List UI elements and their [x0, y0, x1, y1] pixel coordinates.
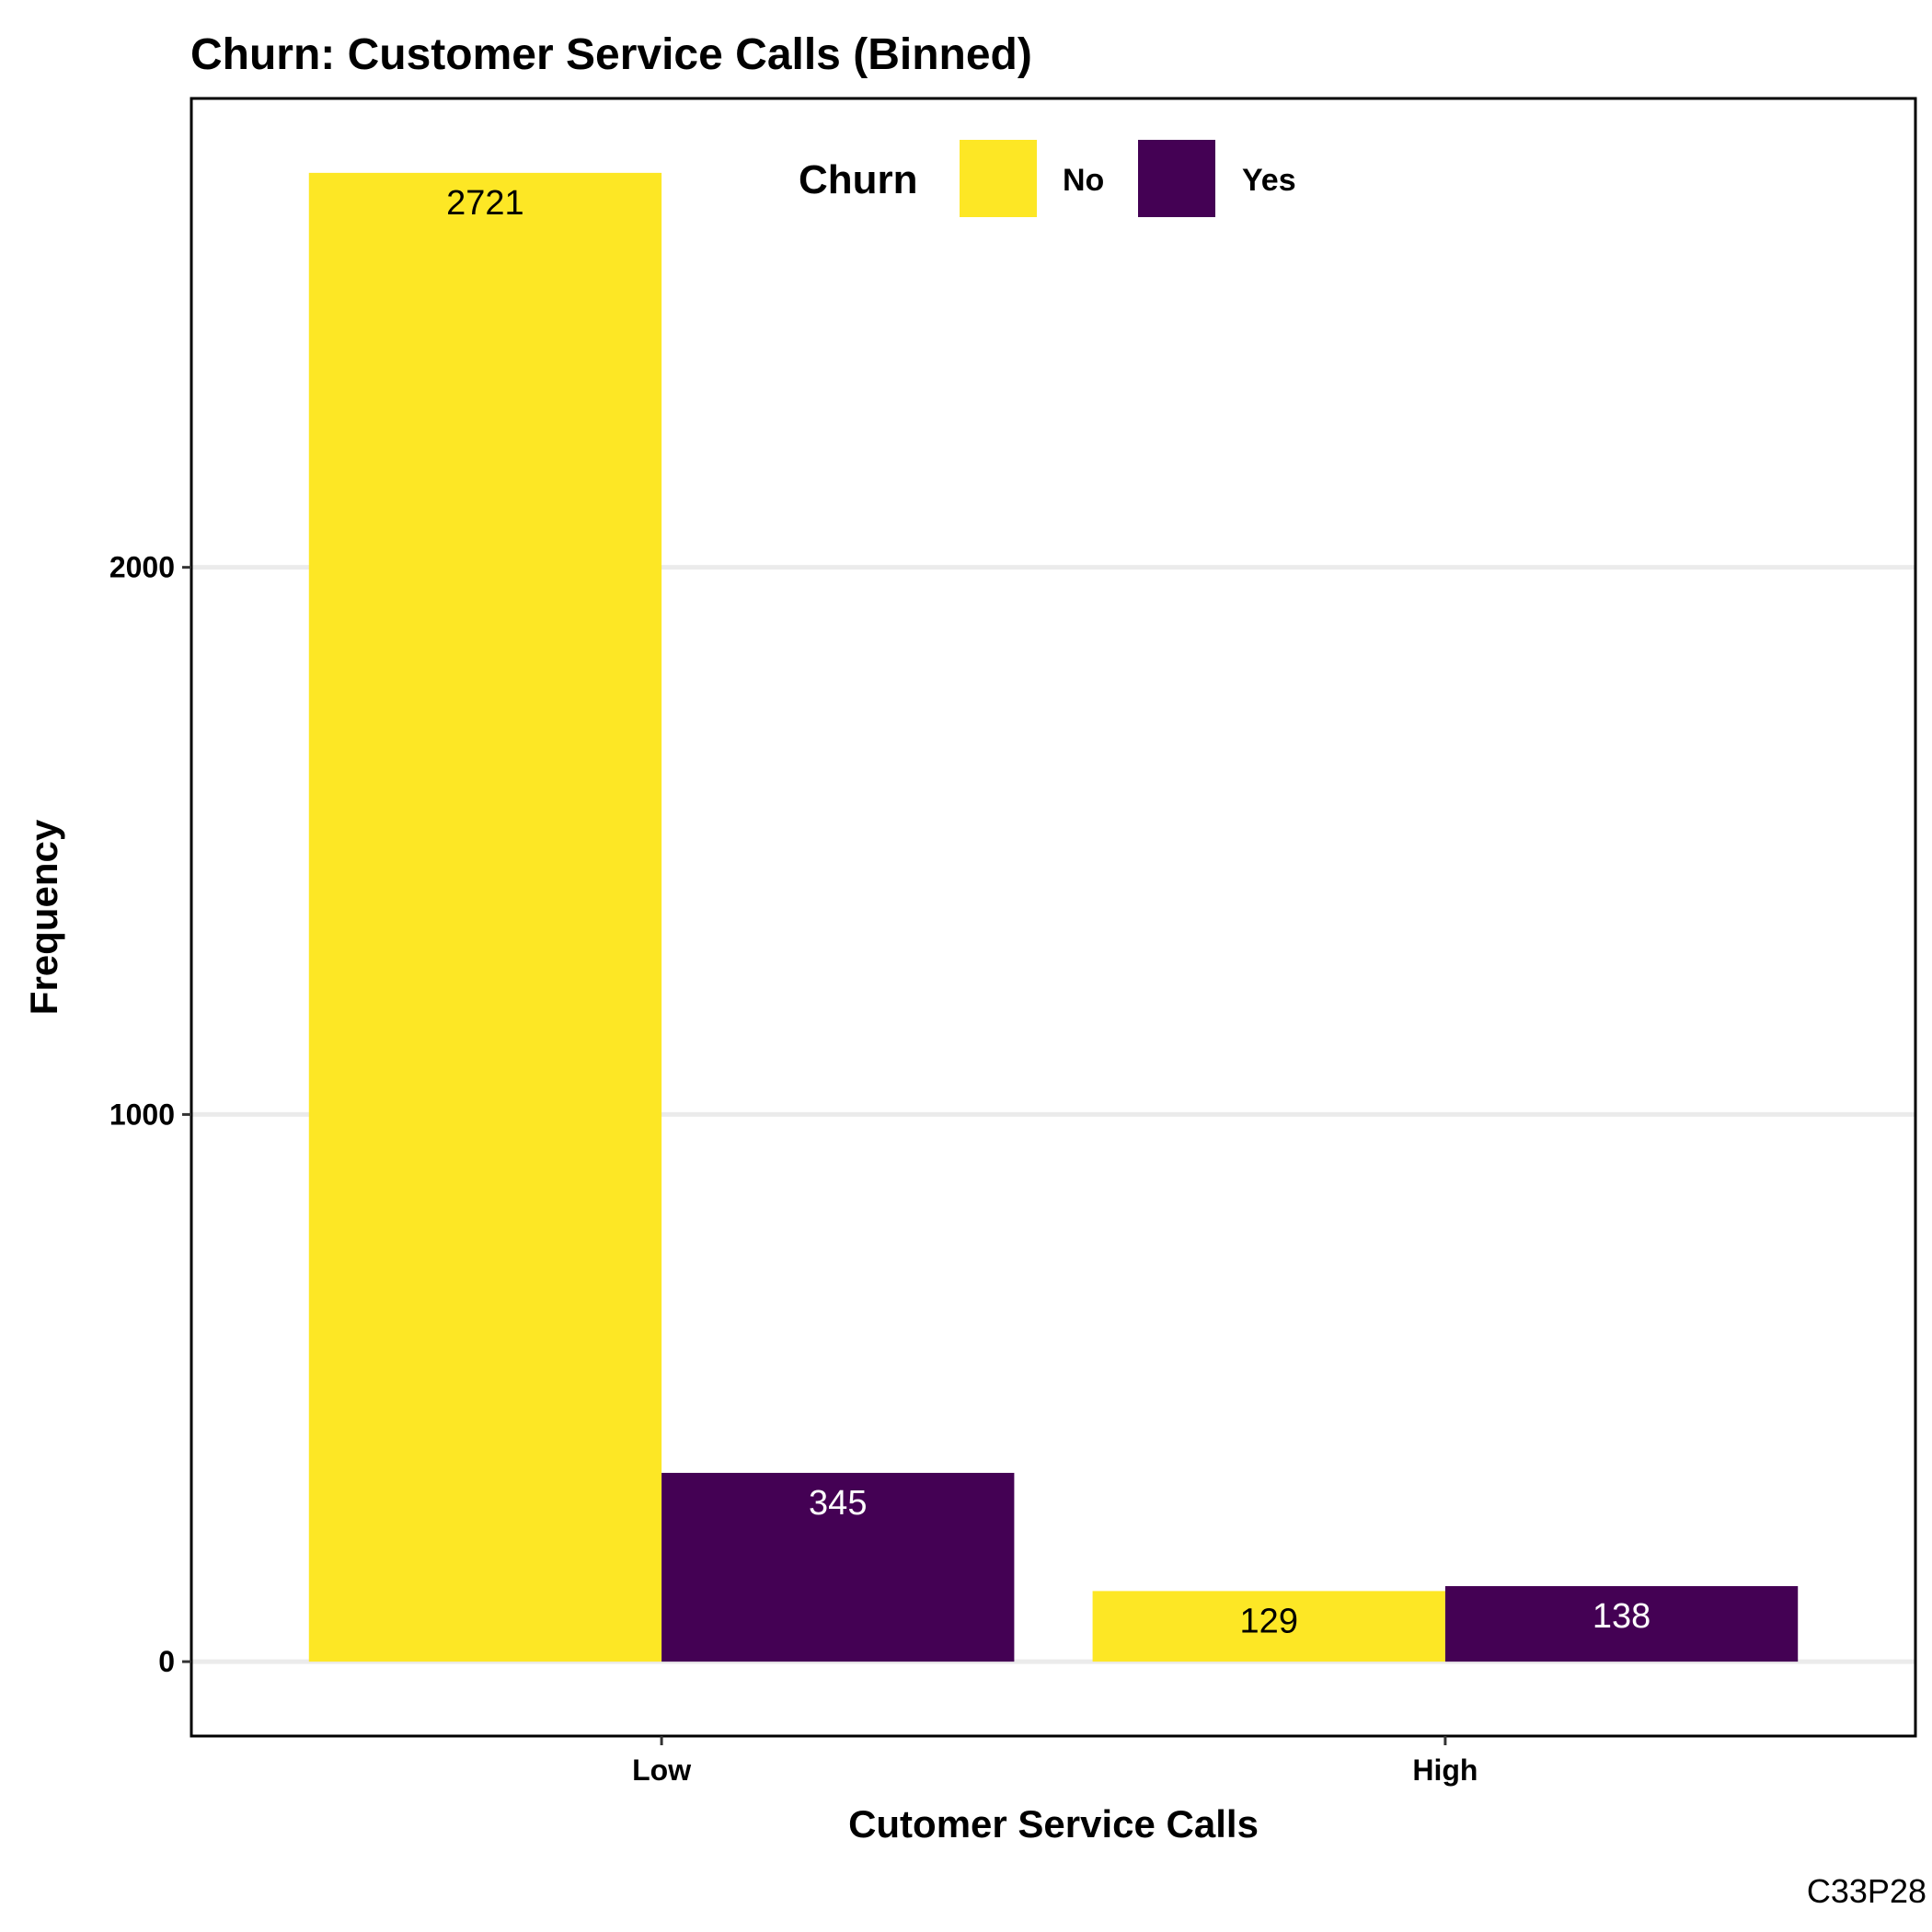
chart-title: Churn: Customer Service Calls (Binned)	[190, 30, 1032, 79]
bar-yes-low[interactable]	[661, 1472, 1015, 1662]
legend-swatch-yes	[1138, 140, 1215, 217]
x-tick-label: Low	[632, 1754, 691, 1787]
data-label: 2721	[446, 184, 524, 223]
legend-title: Churn	[799, 157, 918, 202]
y-axis-title: Frequency	[22, 819, 65, 1015]
y-tick-label: 1000	[109, 1098, 175, 1131]
y-tick-label: 0	[158, 1645, 175, 1678]
bars	[308, 172, 1799, 1662]
bar-no-high[interactable]	[1092, 1591, 1445, 1662]
x-axis-title: Cutomer Service Calls	[848, 1802, 1259, 1846]
y-axis: 0 1000 2000	[109, 551, 191, 1678]
legend-label-yes: Yes	[1242, 163, 1296, 198]
x-tick-label: High	[1412, 1754, 1478, 1787]
bar-yes-high[interactable]	[1444, 1586, 1799, 1662]
bar-no-low[interactable]	[308, 172, 662, 1662]
data-label: 129	[1240, 1602, 1298, 1640]
caption: C33P28	[1807, 1872, 1926, 1910]
legend[interactable]: Churn No Yes	[799, 140, 1296, 217]
data-labels: 2721 345 129 138	[446, 184, 1650, 1641]
plot-border	[190, 97, 1917, 1738]
legend-label-no: No	[1063, 163, 1104, 198]
data-label: 345	[809, 1484, 867, 1523]
data-label: 138	[1593, 1597, 1650, 1636]
y-tick-label: 2000	[109, 551, 175, 584]
legend-swatch-no	[960, 140, 1037, 217]
x-axis: Low High	[632, 1736, 1478, 1787]
